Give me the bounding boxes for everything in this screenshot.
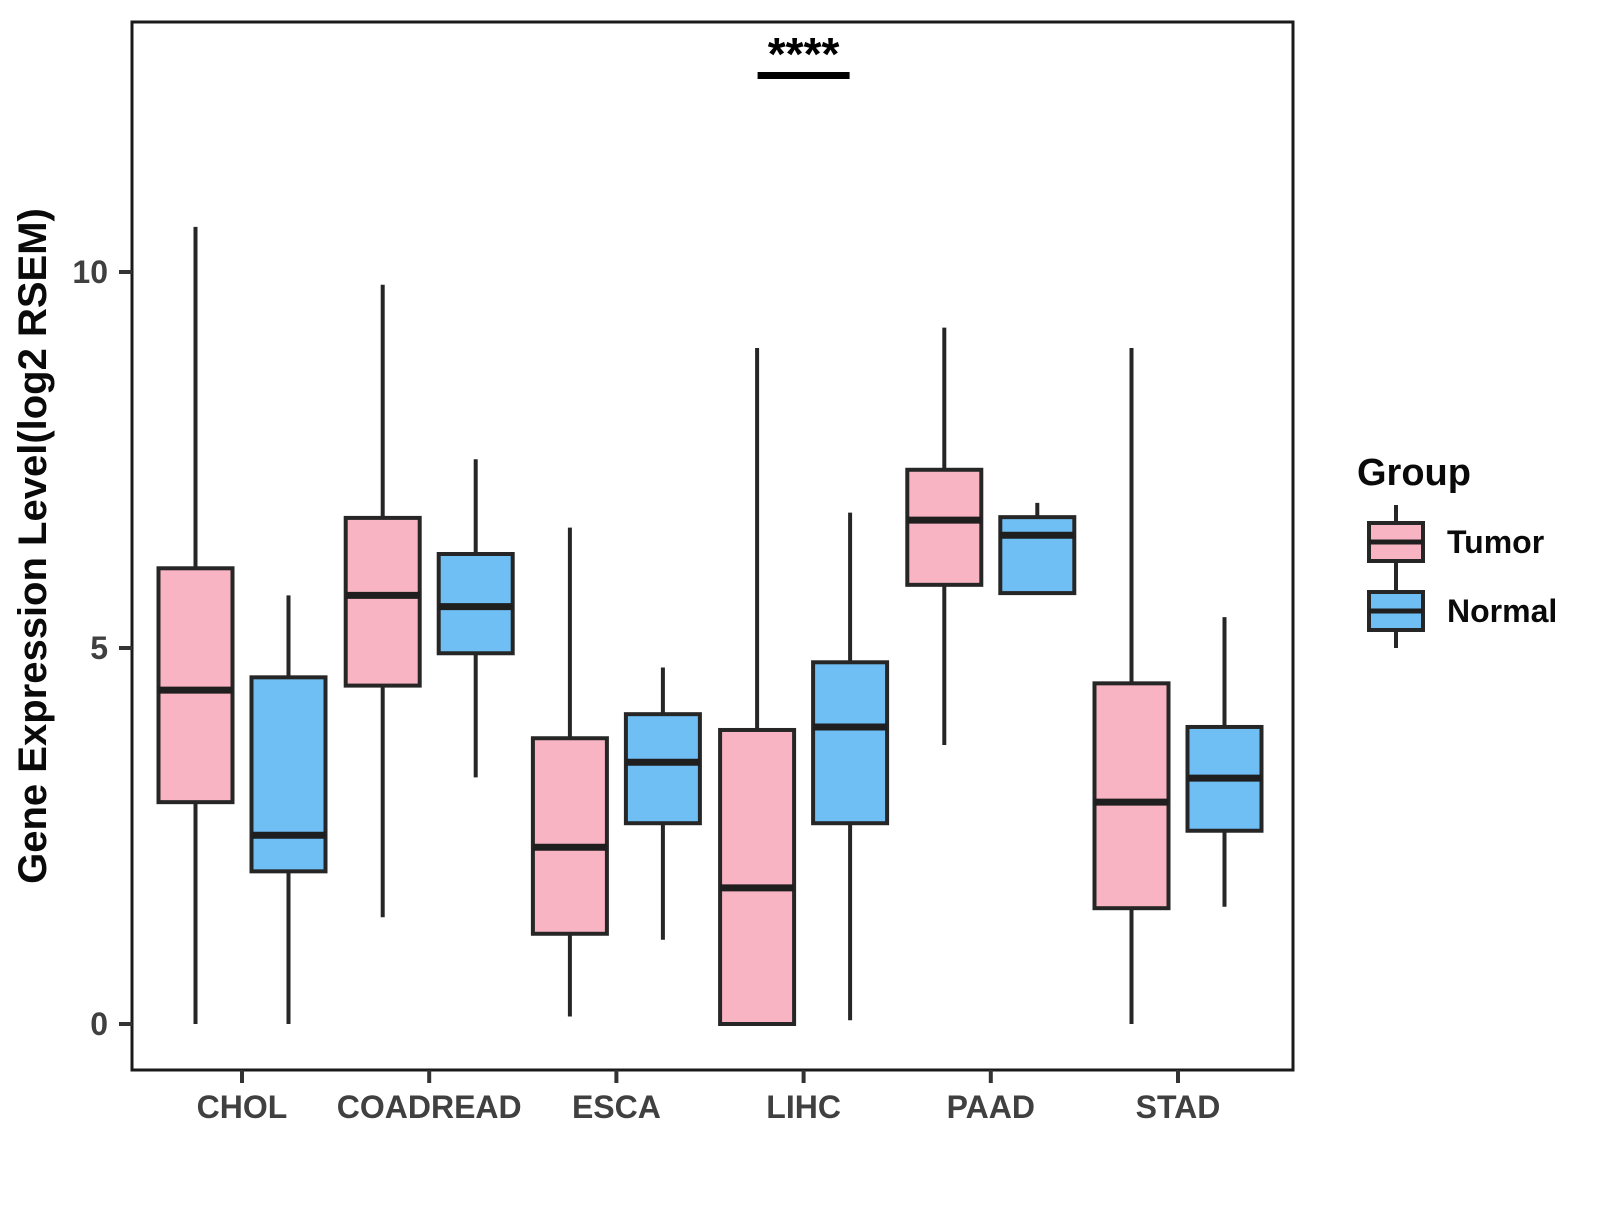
whiskers-layer: [193, 226, 1227, 1024]
x-tick-label-LIHC: LIHC: [766, 1089, 841, 1125]
box-tumor-LIHC: [718, 727, 797, 1027]
x-tick-label-CHOL: CHOL: [197, 1089, 288, 1125]
plot-panel-border: [130, 20, 1295, 1072]
box-tumor-CHOL: [156, 566, 235, 805]
legend-key-tumor: Tumor: [1367, 505, 1544, 579]
legend-label-normal: Normal: [1447, 593, 1557, 629]
y-tick-label-10: 10: [72, 254, 108, 290]
significance-underline: [757, 72, 850, 79]
legend-key-normal: Normal: [1367, 574, 1557, 648]
box-tumor-STAD: [1092, 681, 1171, 911]
y-tick-label-0: 0: [90, 1006, 108, 1042]
box-tumor-ESCA: [530, 736, 609, 936]
y-axis: 0 5 10: [72, 254, 132, 1042]
significance-stars: ****: [768, 28, 840, 80]
x-tick-label-STAD: STAD: [1136, 1089, 1221, 1125]
boxes-layer: [156, 467, 1264, 1027]
legend-label-tumor: Tumor: [1447, 524, 1544, 560]
y-tick-label-5: 5: [90, 630, 108, 666]
legend: Group Tumor Normal: [1357, 452, 1557, 648]
box-normal-ESCA: [623, 712, 702, 826]
x-tick-label-COADREAD: COADREAD: [337, 1089, 522, 1125]
y-axis-title: Gene Expression Level(log2 RSEM): [11, 208, 55, 884]
x-tick-label-PAAD: PAAD: [947, 1089, 1035, 1125]
x-axis: CHOL COADREAD ESCA LIHC PAAD STAD: [197, 1070, 1221, 1125]
box-normal-PAAD: [998, 515, 1077, 596]
legend-keys: Tumor Normal: [1367, 505, 1557, 648]
box-tumor-COADREAD: [343, 515, 422, 688]
box-tumor-PAAD: [905, 467, 984, 587]
x-tick-label-ESCA: ESCA: [572, 1089, 661, 1125]
legend-title: Group: [1357, 452, 1471, 494]
box-normal-CHOL: [249, 675, 328, 874]
box-normal-LIHC: [811, 660, 890, 826]
significance-annotation: ****: [757, 28, 850, 80]
